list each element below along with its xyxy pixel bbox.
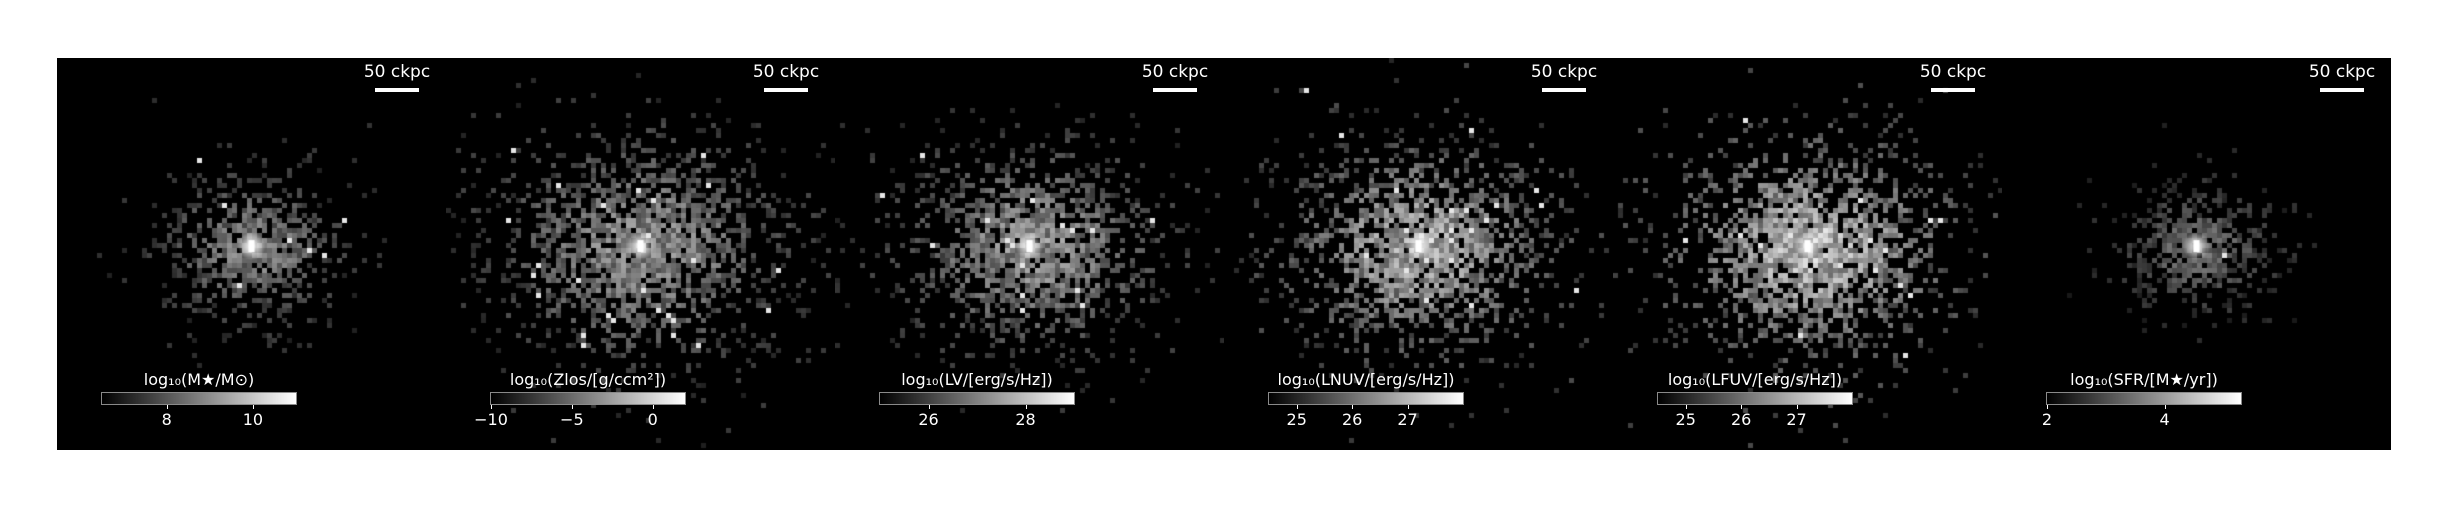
scale-bar: 50 ckpc: [1918, 62, 1988, 92]
panel-metal-column-density: 50 ckpc log₁₀(Zlos/[g/ccm²]) −10 −5 0: [446, 58, 835, 450]
colorbar-tick: [2047, 405, 2048, 409]
colorbar-tick: [652, 405, 654, 409]
colorbar-label: log₁₀(Zlos/[g/ccm²]): [509, 370, 667, 389]
colorbar-gradient: [1268, 392, 1464, 405]
panel-v-band-luminosity: 50 ckpc log₁₀(LV/[erg/s/Hz]) 26 28: [835, 58, 1224, 450]
scale-bar: 50 ckpc: [1529, 62, 1599, 92]
colorbar-label: log₁₀(SFR/[M★/yr]): [2070, 370, 2218, 389]
colorbar-gradient: [2046, 392, 2242, 405]
scale-bar-label: 50 ckpc: [1530, 62, 1598, 82]
colorbar-tick-label: −5: [560, 410, 584, 429]
metal-column-density-map: [446, 58, 835, 450]
scale-bar-line: [1153, 88, 1197, 92]
colorbar-label: log₁₀(M★/M⊙): [143, 370, 255, 389]
star-formation-rate-map: [2002, 58, 2391, 450]
fuv-luminosity-map: [1613, 58, 2002, 450]
scale-bar-label: 50 ckpc: [363, 62, 431, 82]
scale-bar-line: [375, 88, 419, 92]
panel-stellar-mass: 50 ckpc log₁₀(M★/M⊙) 8 10: [57, 58, 446, 450]
colorbar-tick: [1741, 405, 1743, 409]
colorbar-tick: [1296, 405, 1298, 409]
scale-bar-line: [1931, 88, 1975, 92]
colorbar-tick-label: 8: [161, 410, 172, 429]
colorbar-tick: [1352, 405, 1354, 409]
colorbar-gradient: [490, 392, 686, 405]
colorbar-tick-label: 26: [1341, 410, 1363, 429]
scale-bar-label: 50 ckpc: [2308, 62, 2376, 82]
colorbar-gradient: [101, 392, 297, 405]
colorbar-gradient: [1657, 392, 1853, 405]
stellar-mass-map: [57, 58, 446, 450]
scale-bar: 50 ckpc: [362, 62, 432, 92]
colorbar-tick: [2164, 405, 2166, 409]
scale-bar: 50 ckpc: [2307, 62, 2377, 92]
colorbar-tick: [1685, 405, 1687, 409]
colorbar-tick-label: 27: [1786, 410, 1807, 429]
colorbar-tick-label: 27: [1397, 410, 1418, 429]
colorbar-tick: [252, 405, 254, 409]
panel-nuv-luminosity: 50 ckpc log₁₀(LNUV/[erg/s/Hz]) 25 26 27: [1224, 58, 1613, 450]
v-band-luminosity-map: [835, 58, 1224, 450]
scale-bar-label: 50 ckpc: [752, 62, 820, 82]
colorbar-tick: [928, 405, 930, 409]
image-strip: 50 ckpc log₁₀(M★/M⊙) 8 10 50 ckpc log₁₀(Z…: [57, 58, 2391, 450]
colorbar-label: log₁₀(LV/[erg/s/Hz]): [901, 370, 1053, 389]
scale-bar-label: 50 ckpc: [1919, 62, 1987, 82]
scale-bar-line: [764, 88, 808, 92]
colorbar-tick: [1796, 405, 1798, 409]
scale-bar: 50 ckpc: [1140, 62, 1210, 92]
colorbar-label: log₁₀(LNUV/[erg/s/Hz]): [1277, 370, 1455, 389]
colorbar-tick-label: 0: [647, 410, 658, 429]
scale-bar-label: 50 ckpc: [1141, 62, 1209, 82]
colorbar-gradient: [879, 392, 1075, 405]
scale-bar-line: [2320, 88, 2364, 92]
scale-bar-line: [1542, 88, 1586, 92]
colorbar-tick-label: 25: [1286, 410, 1307, 429]
colorbar-tick-label: 28: [1015, 410, 1036, 429]
scale-bar: 50 ckpc: [751, 62, 821, 92]
colorbar-tick: [166, 405, 168, 409]
colorbar-tick: [491, 405, 492, 409]
nuv-luminosity-map: [1224, 58, 1613, 450]
colorbar-tick: [1025, 405, 1027, 409]
colorbar-tick-label: −10: [474, 410, 508, 429]
panel-star-formation-rate: 50 ckpc log₁₀(SFR/[M★/yr]) 2 4: [2002, 58, 2391, 450]
colorbar-tick-label: 4: [2159, 410, 2170, 429]
colorbar-tick-label: 2: [2041, 410, 2053, 429]
colorbar-tick-label: 26: [1730, 410, 1752, 429]
panel-fuv-luminosity: 50 ckpc log₁₀(LFUV/[erg/s/Hz]) 25 26 27: [1613, 58, 2002, 450]
colorbar-tick: [1407, 405, 1409, 409]
colorbar-tick-label: 26: [918, 410, 939, 429]
colorbar-tick: [571, 405, 573, 409]
colorbar-tick-label: 10: [242, 410, 264, 429]
colorbar-tick-label: 25: [1675, 410, 1696, 429]
colorbar-label: log₁₀(LFUV/[erg/s/Hz]): [1667, 370, 1843, 389]
